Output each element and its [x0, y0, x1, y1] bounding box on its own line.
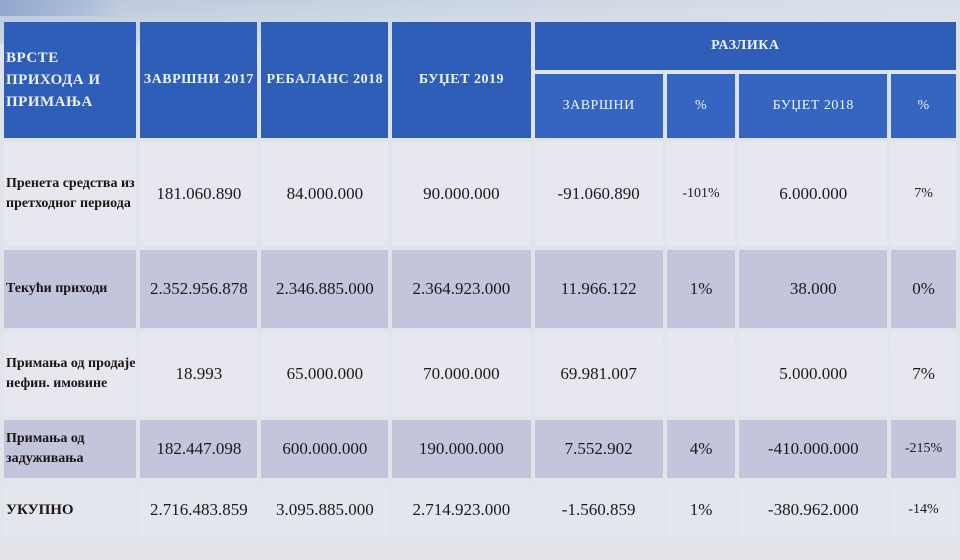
- cell-diff-budget-2018: 38.000: [739, 250, 888, 328]
- table-row: Пренета средства из претходног периода 1…: [4, 142, 956, 246]
- cell-final-2017: 2.352.956.878: [140, 250, 258, 328]
- cell-rebalance-2018: 65.000.000: [261, 332, 389, 416]
- cell-final-2017: 18.993: [140, 332, 258, 416]
- cell-budget-2019: 70.000.000: [392, 332, 531, 416]
- cell-diff-budget-pct: 0%: [891, 250, 956, 328]
- header-budget-2019: БУЏЕТ 2019: [392, 22, 531, 138]
- cell-rebalance-2018: 3.095.885.000: [261, 482, 389, 538]
- cell-diff-final-pct: 1%: [666, 482, 736, 538]
- cell-final-2017: 182.447.098: [140, 420, 258, 478]
- cell-final-2017: 2.716.483.859: [140, 482, 258, 538]
- row-label: УКУПНО: [4, 482, 137, 538]
- row-label: Текући приходи: [4, 250, 137, 328]
- cell-rebalance-2018: 600.000.000: [261, 420, 389, 478]
- cell-diff-final: -91.060.890: [534, 142, 663, 246]
- subheader-budget-2018: БУЏЕТ 2018: [739, 74, 888, 138]
- cell-budget-2019: 90.000.000: [392, 142, 531, 246]
- cell-rebalance-2018: 2.346.885.000: [261, 250, 389, 328]
- cell-diff-budget-2018: 6.000.000: [739, 142, 888, 246]
- header-final-2017: ЗАВРШНИ 2017: [140, 22, 258, 138]
- header-difference: РАЗЛИКА: [534, 22, 956, 70]
- cell-diff-budget-pct: 7%: [891, 332, 956, 416]
- cell-diff-final-pct: [666, 332, 736, 416]
- cell-diff-budget-2018: -380.962.000: [739, 482, 888, 538]
- cell-budget-2019: 2.714.923.000: [392, 482, 531, 538]
- subheader-pct-final: %: [666, 74, 736, 138]
- row-label: Пренета средства из претходног периода: [4, 142, 137, 246]
- cell-diff-budget-pct: 7%: [891, 142, 956, 246]
- cell-budget-2019: 190.000.000: [392, 420, 531, 478]
- row-label: Примања од задуживања: [4, 420, 137, 478]
- row-label: Примања од продаје нефин. имовине: [4, 332, 137, 416]
- cell-diff-budget-2018: 5.000.000: [739, 332, 888, 416]
- table-row: Примања од задуживања 182.447.098 600.00…: [4, 420, 956, 478]
- budget-comparison-table: ВРСТЕ ПРИХОДА И ПРИМАЊА ЗАВРШНИ 2017 РЕБ…: [0, 18, 960, 542]
- cell-rebalance-2018: 84.000.000: [261, 142, 389, 246]
- header-rebalance-2018: РЕБАЛАНС 2018: [261, 22, 389, 138]
- subheader-final: ЗАВРШНИ: [534, 74, 663, 138]
- table-row: Примања од продаје нефин. имовине 18.993…: [4, 332, 956, 416]
- cell-diff-budget-pct: -14%: [891, 482, 956, 538]
- cell-diff-budget-pct: -215%: [891, 420, 956, 478]
- cell-diff-final-pct: -101%: [666, 142, 736, 246]
- subheader-pct-budget: %: [891, 74, 956, 138]
- table-row-total: УКУПНО 2.716.483.859 3.095.885.000 2.714…: [4, 482, 956, 538]
- table-row: Текући приходи 2.352.956.878 2.346.885.0…: [4, 250, 956, 328]
- cell-budget-2019: 2.364.923.000: [392, 250, 531, 328]
- cell-diff-final: 69.981.007: [534, 332, 663, 416]
- cell-diff-final-pct: 1%: [666, 250, 736, 328]
- cell-final-2017: 181.060.890: [140, 142, 258, 246]
- slide-accent: [0, 0, 120, 16]
- header-kind: ВРСТЕ ПРИХОДА И ПРИМАЊА: [4, 22, 137, 138]
- cell-diff-budget-2018: -410.000.000: [739, 420, 888, 478]
- cell-diff-final-pct: 4%: [666, 420, 736, 478]
- cell-diff-final: 7.552.902: [534, 420, 663, 478]
- cell-diff-final: -1.560.859: [534, 482, 663, 538]
- cell-diff-final: 11.966.122: [534, 250, 663, 328]
